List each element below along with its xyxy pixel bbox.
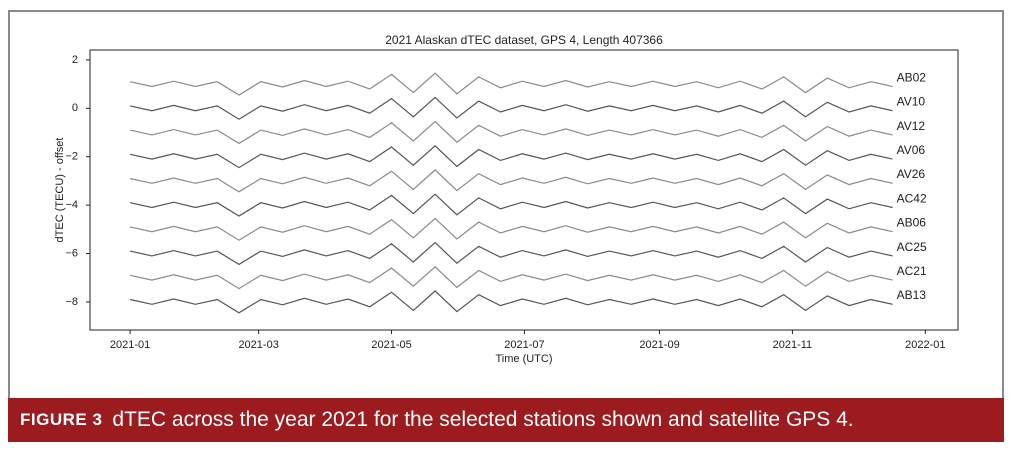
series-line <box>129 290 893 314</box>
figure-label: FIGURE 3 <box>20 410 103 429</box>
y-axis-label: dTEC (TECU) - offset <box>54 138 66 243</box>
series-label: AB06 <box>897 216 927 230</box>
chart-title: 2021 Alaskan dTEC dataset, GPS 4, Length… <box>385 33 663 47</box>
series-line <box>129 169 893 193</box>
x-tick-label: 2022-01 <box>905 339 945 351</box>
y-tick-label: −4 <box>65 199 78 211</box>
series-label: AV26 <box>897 167 926 181</box>
x-tick-label: 2021-01 <box>110 339 150 351</box>
series-label: AB02 <box>897 70 927 84</box>
x-axis-label: Time (UTC) <box>495 353 552 365</box>
series-line <box>129 72 893 96</box>
figure-frame <box>8 10 1004 398</box>
x-tick-label: 2021-09 <box>639 339 679 351</box>
y-tick-label: 0 <box>72 102 78 114</box>
x-tick-label: 2021-03 <box>238 339 278 351</box>
series-line <box>129 265 893 290</box>
series-line <box>129 193 893 217</box>
y-tick-label: −8 <box>65 296 78 308</box>
series-line <box>129 241 893 266</box>
series-label: AV06 <box>897 143 926 157</box>
figure-caption: dTEC across the year 2021 for the select… <box>112 408 854 431</box>
series-line <box>129 217 893 241</box>
x-tick-label: 2021-07 <box>504 339 544 351</box>
x-tick-label: 2021-05 <box>371 339 411 351</box>
series-label: AV10 <box>897 95 926 109</box>
series-label: AC42 <box>897 191 927 205</box>
caption-bar: FIGURE 3 dTEC across the year 2021 for t… <box>8 398 1004 442</box>
series-line <box>129 120 893 145</box>
series-label: AV12 <box>897 119 926 133</box>
x-tick-label: 2021-11 <box>773 339 813 351</box>
y-tick-label: −2 <box>65 151 78 163</box>
plot-frame <box>89 49 959 331</box>
series-line <box>129 96 893 120</box>
series-line <box>129 144 893 169</box>
y-tick-label: 2 <box>72 54 78 66</box>
series-label: AC21 <box>897 264 927 278</box>
y-tick-label: −6 <box>65 247 78 259</box>
series-label: AB13 <box>897 288 927 302</box>
series-label: AC25 <box>897 240 927 254</box>
chart: 2021 Alaskan dTEC dataset, GPS 4, Length… <box>54 33 959 365</box>
